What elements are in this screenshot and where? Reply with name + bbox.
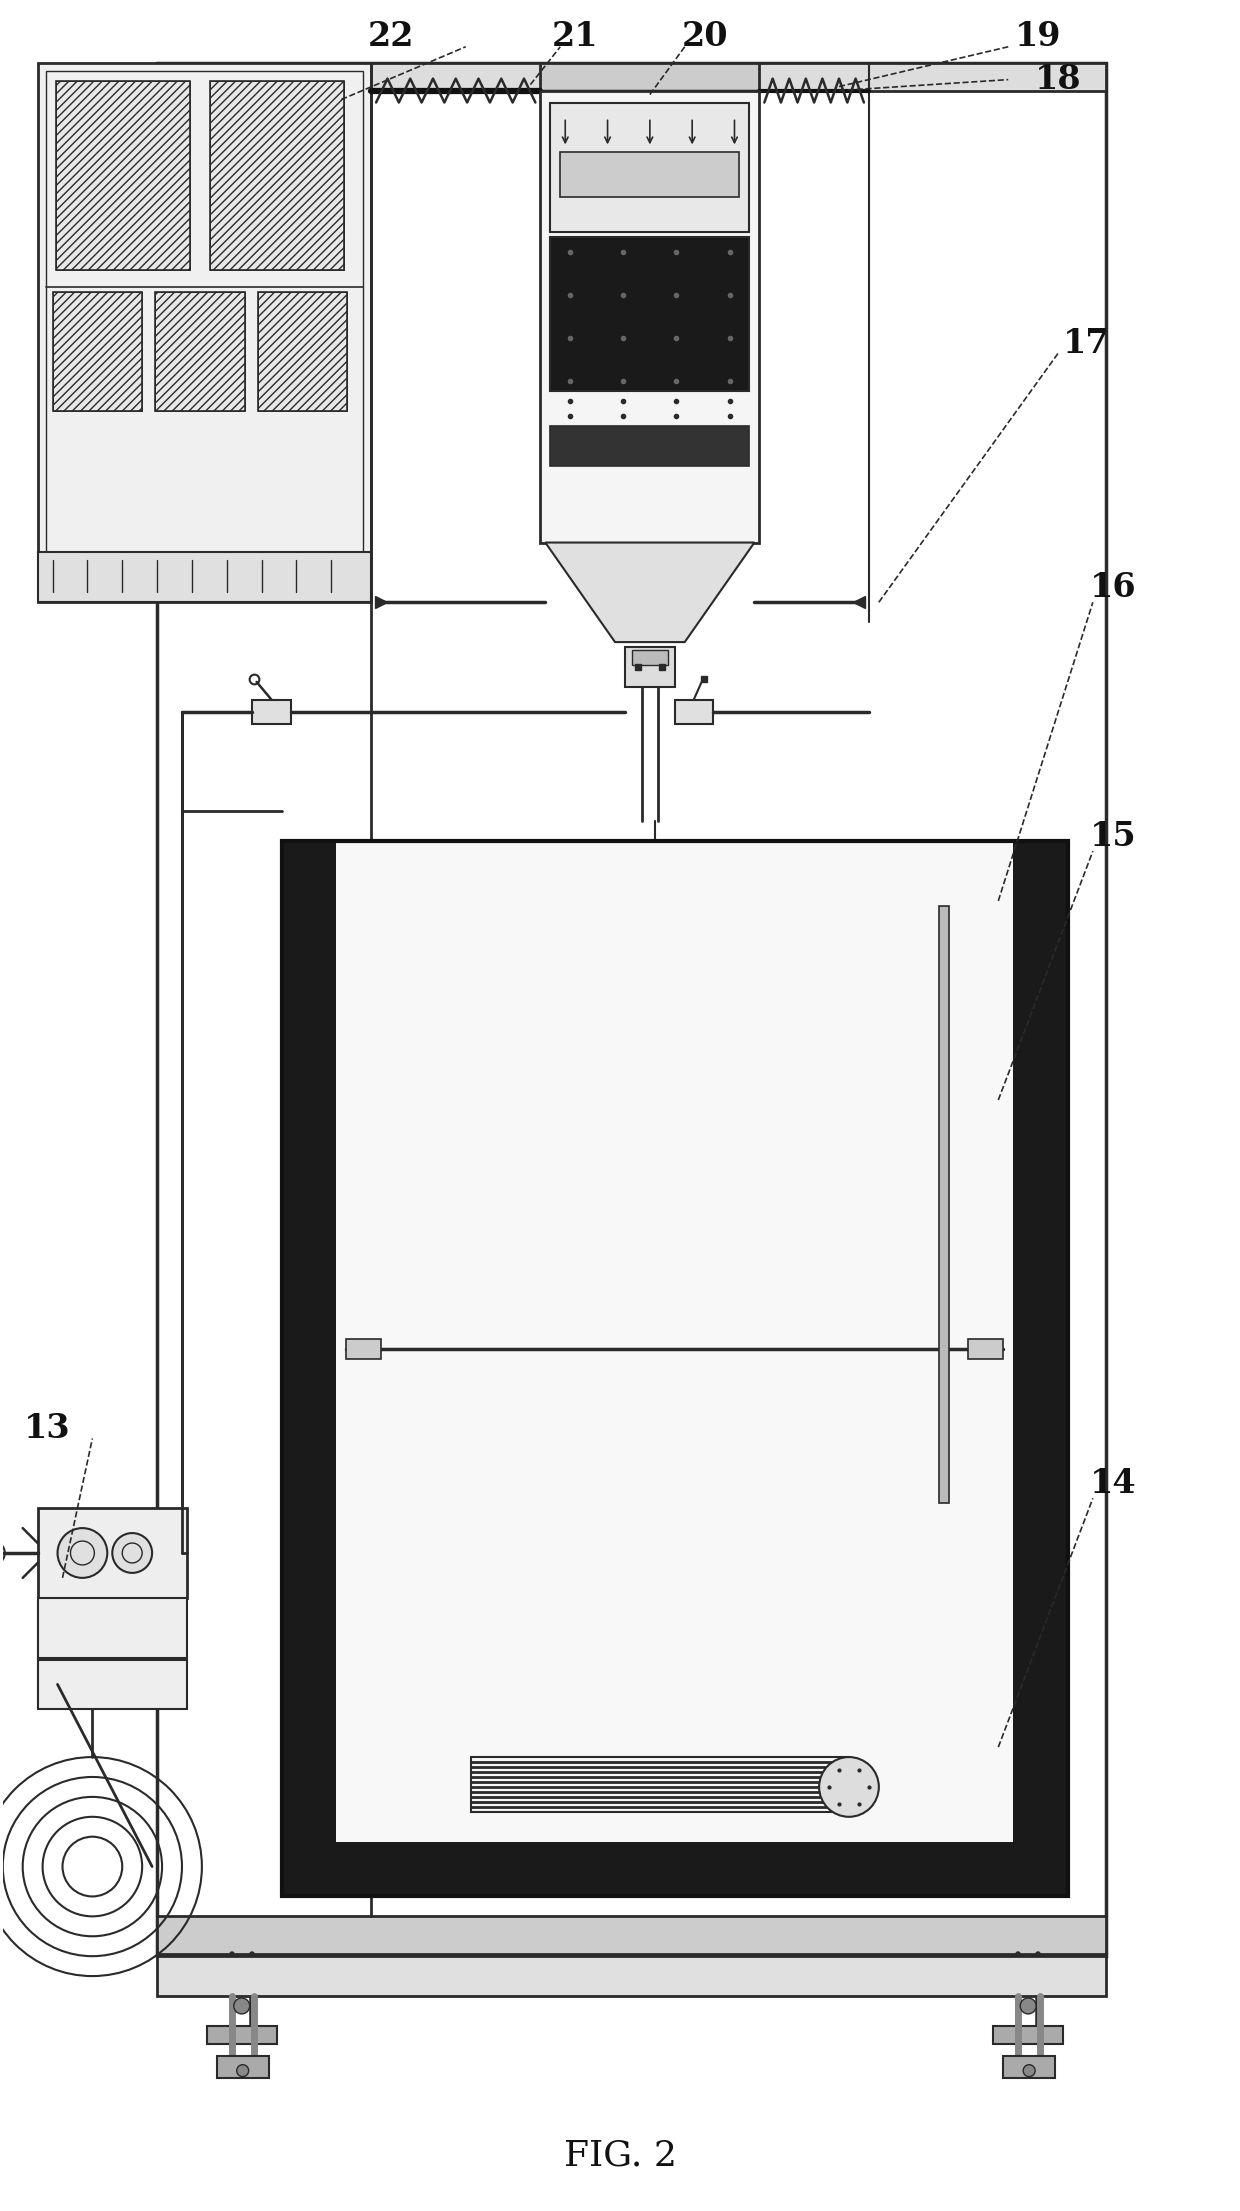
Text: 16: 16 xyxy=(1090,570,1136,604)
Circle shape xyxy=(820,1758,879,1817)
Text: 13: 13 xyxy=(25,1413,71,1446)
Bar xyxy=(157,62,1106,91)
Bar xyxy=(37,1508,187,1599)
Bar xyxy=(210,80,345,270)
Bar xyxy=(939,907,949,1503)
Text: 17: 17 xyxy=(1063,327,1110,360)
Text: 20: 20 xyxy=(681,20,728,53)
Bar xyxy=(625,648,675,688)
Bar xyxy=(157,1917,1106,1955)
Bar xyxy=(37,553,371,601)
Bar xyxy=(56,80,190,270)
Bar xyxy=(560,153,739,197)
Bar xyxy=(281,840,336,1897)
Bar xyxy=(52,292,143,411)
Bar xyxy=(968,1340,1003,1360)
Bar xyxy=(1003,2056,1055,2078)
Bar xyxy=(281,1842,1068,1897)
Bar xyxy=(210,80,345,270)
Circle shape xyxy=(237,2065,249,2076)
Bar xyxy=(157,62,1106,1957)
Bar xyxy=(541,91,759,542)
Bar xyxy=(471,1758,849,1811)
Bar xyxy=(675,701,713,723)
Bar xyxy=(336,840,1013,1842)
Bar xyxy=(155,292,244,411)
Text: FIG. 2: FIG. 2 xyxy=(563,2138,677,2171)
Bar xyxy=(56,80,190,270)
Bar xyxy=(155,292,244,411)
Bar xyxy=(541,62,759,91)
Circle shape xyxy=(113,1532,153,1572)
Circle shape xyxy=(1021,1999,1037,2014)
Text: 15: 15 xyxy=(1090,820,1136,853)
Bar xyxy=(551,102,749,232)
Bar xyxy=(207,2025,277,2043)
Bar xyxy=(551,237,749,391)
Bar xyxy=(52,292,143,411)
Bar xyxy=(46,71,363,595)
Bar xyxy=(281,840,1068,1897)
Text: 21: 21 xyxy=(552,20,599,53)
Text: 19: 19 xyxy=(1014,20,1061,53)
Bar xyxy=(37,62,371,601)
Bar xyxy=(217,2056,269,2078)
Bar xyxy=(258,292,347,411)
Circle shape xyxy=(233,1999,249,2014)
Circle shape xyxy=(57,1528,108,1579)
Bar xyxy=(993,2025,1063,2043)
Circle shape xyxy=(1023,2065,1035,2076)
Text: 22: 22 xyxy=(368,20,414,53)
Bar xyxy=(551,427,749,467)
Bar xyxy=(258,292,347,411)
Bar xyxy=(346,1340,381,1360)
Polygon shape xyxy=(546,542,754,641)
Bar xyxy=(632,650,668,666)
Bar xyxy=(1013,840,1068,1897)
Text: 18: 18 xyxy=(1034,64,1081,95)
Bar xyxy=(37,1599,187,1658)
Bar xyxy=(157,1957,1106,1997)
Bar xyxy=(252,701,291,723)
Bar xyxy=(37,1660,187,1709)
Text: 14: 14 xyxy=(1090,1466,1136,1499)
Bar xyxy=(157,1917,1106,1955)
